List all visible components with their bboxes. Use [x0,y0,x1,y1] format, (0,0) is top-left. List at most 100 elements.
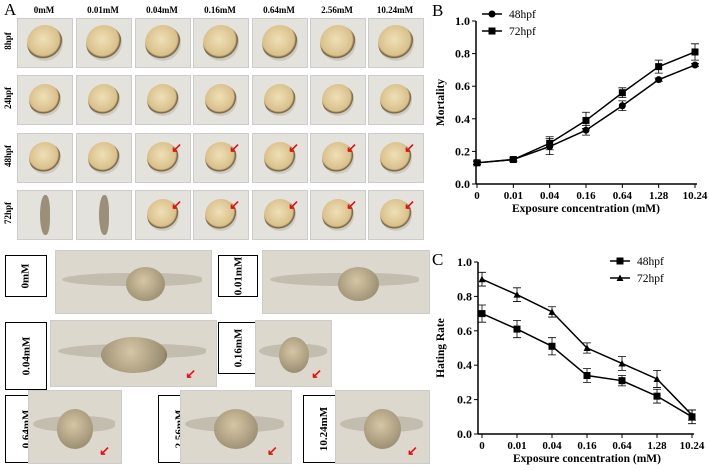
larva-yolk [337,266,380,301]
data-point-48hpf [618,377,626,385]
embryo-chorion [264,142,296,174]
embryo-photo [310,18,366,68]
data-point-72hpf [688,411,696,419]
red-arrow-icon: ↙ [229,197,240,212]
x-axis-label: Exposure concentration (mM) [512,203,660,215]
y-tick-label: 1.0 [457,255,472,269]
embryo-chorion [205,199,237,231]
column-label: 0.01mM [87,5,119,15]
embryo-chorion [320,25,356,61]
larva-yolk [363,409,402,449]
column-label: 0mM [33,5,55,15]
larva-yolk [214,409,258,449]
larva-yolk [100,337,167,373]
embryo-chorion [88,142,120,174]
embryo-photo [17,190,73,240]
row-label: 48hpf [3,145,13,168]
red-arrow-icon: ↙ [346,197,357,212]
y-axis-label: Hating Rate [435,318,447,378]
red-arrow-icon: ↙ [404,197,415,212]
legend-marker [616,257,624,265]
embryo-chorion [380,142,412,174]
x-tick-label: 0.64 [613,190,633,202]
data-point-48hpf [691,61,699,69]
embryo-chorion [205,84,237,116]
concentration-label: 0.04mM [19,336,32,376]
red-arrow-icon: ↙ [185,366,197,381]
embryo-chorion [264,84,296,116]
concentration-label: 0.01mM [232,256,245,296]
panel-a-letter: A [4,0,17,19]
embryo-chorion [378,25,414,61]
data-point-72hpf [509,156,517,164]
embryo-photo [17,75,73,125]
mortality-chart: B 0.0 0.2 0.4 0.6 0.8 1.0 0 0.01 0.04 0.16 0.64 1.28… [432,1,708,215]
red-arrow-icon: ↙ [288,140,299,155]
red-arrow-icon: ↙ [406,443,418,458]
data-point-48hpf [583,372,591,380]
red-arrow-icon: ↙ [229,140,240,155]
embryo-photo: ↙ [368,133,424,183]
data-point-48hpf [513,325,521,333]
larva-yolk [56,409,94,449]
red-arrow-icon: ↙ [311,366,322,381]
data-point-72hpf [546,139,554,147]
x-tick-label: 10.24 [680,440,705,452]
concentration-label-box: 0.01mM [218,255,258,297]
embryo-photo [76,18,132,68]
embryo-photo: ↙ [310,133,366,183]
data-point-48hpf [478,310,486,318]
data-point-48hpf [548,342,556,350]
y-tick-label: 0.6 [457,324,472,338]
larva-photo: ↙ [50,320,217,387]
embryo-photo [76,190,132,240]
panel-letter: B [432,1,443,20]
y-tick-label: 0.4 [457,358,472,372]
y-tick-label: 0.4 [455,112,470,126]
embryo-photo [17,133,73,183]
x-tick-label: 0 [479,440,485,452]
larva-photo [55,250,212,314]
x-tick-label: 0.01 [507,440,526,452]
data-point-72hpf [655,63,663,71]
embryo-chorion [147,142,179,174]
row-label: 72hpf [3,202,13,225]
x-tick-label: 1.28 [647,440,667,452]
embryo-chorion [380,199,412,231]
concentration-label-box: 0.16mM [218,322,258,374]
legend-marker [488,27,496,35]
y-tick-label: 0.6 [455,79,470,93]
column-label: 0.16mM [204,5,236,15]
x-tick-label: 0.16 [576,190,596,202]
data-point-72hpf [473,159,481,167]
embryo-chorion [322,142,354,174]
y-tick-label: 1.0 [455,14,470,28]
concentration-label: 0mM [19,263,32,289]
data-point-72hpf [653,375,661,382]
embryo-photo: ↙ [252,190,308,240]
embryo-chorion [205,142,237,174]
x-tick-label: 10.24 [683,190,708,202]
red-arrow-icon: ↙ [171,140,182,155]
red-arrow-icon: ↙ [288,197,299,212]
embryo-photo: ↙ [135,133,191,183]
embryo-chorion [322,84,354,116]
embryo-photo [252,75,308,125]
embryo-chorion [322,199,354,231]
data-point-72hpf [478,275,486,283]
embryo-chorion [264,199,296,231]
embryo-photo [368,18,424,68]
embryo-photo [76,75,132,125]
embryo-photo [135,18,191,68]
embryo-chorion [88,84,120,116]
embryo-photo [368,75,424,125]
y-tick-label: 0.8 [455,47,470,61]
embryo-chorion [86,25,122,61]
concentration-label: 10.24mM [318,406,331,452]
y-axis-label: Mortality [435,79,447,127]
y-tick-label: 0.2 [457,393,472,407]
hatching-rate-chart: C 0.0 0.2 0.4 0.6 0.8 1.0 0 0.01 0.04 0.16 0.64 1.28… [432,250,705,465]
larva-photo [262,250,430,314]
legend-label: 72hpf [637,273,664,285]
x-tick-label: 0.04 [540,190,560,202]
